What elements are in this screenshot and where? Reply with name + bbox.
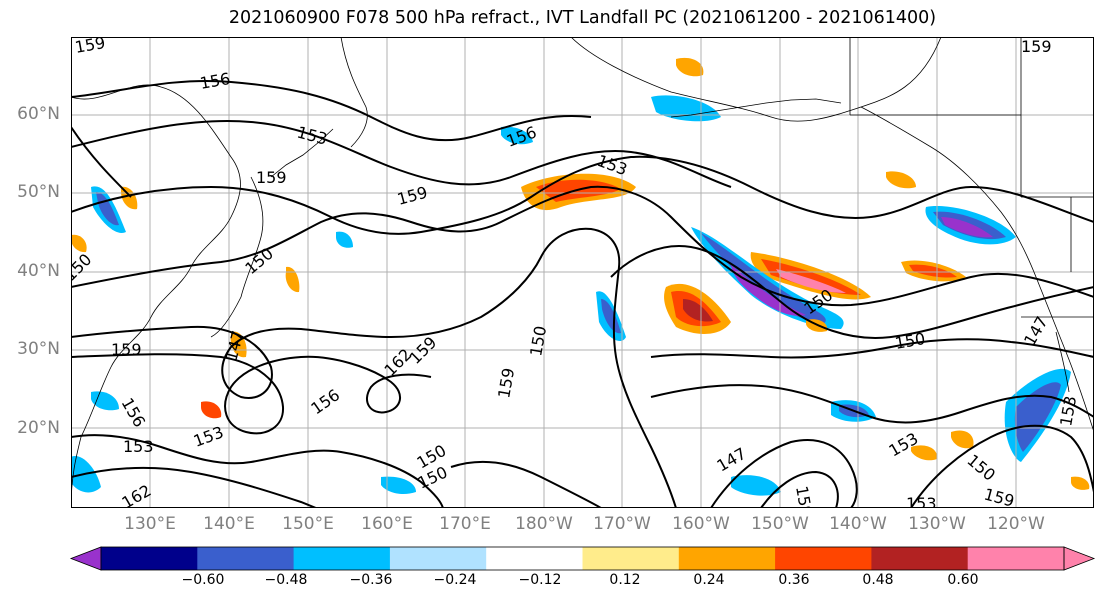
anomaly-patch-positive	[285, 266, 300, 293]
coastline-japan	[210, 176, 264, 338]
contour-label: 159	[73, 37, 106, 57]
coastline-alaska	[570, 37, 942, 122]
lon-label-160w: 160°W	[672, 514, 730, 534]
anomaly-patch-positive	[201, 401, 222, 419]
plot-title: 2021060900 F078 500 hPa refract., IVT La…	[228, 8, 937, 28]
anomaly-patch-negative	[96, 192, 119, 226]
colorbar-segment	[389, 547, 487, 570]
anomaly-patch-negative	[501, 126, 533, 145]
anomaly-patch-negative	[731, 475, 781, 496]
colorbar-arrow-max	[1063, 546, 1096, 571]
contour-label: 159	[256, 168, 287, 187]
lon-label-150e: 150°E	[282, 514, 334, 534]
lat-label-30n: 30°N	[17, 339, 60, 359]
lat-label-40n: 40°N	[17, 261, 60, 281]
contour-label: 159	[982, 485, 1016, 508]
colorbar-segments	[69, 546, 1096, 571]
lon-label-140e: 140°E	[203, 514, 255, 534]
anomaly-patch-positive	[683, 299, 713, 322]
anomaly-patch-positive	[886, 171, 916, 189]
contour-label: 159	[1021, 37, 1052, 56]
lat-label-60n: 60°N	[17, 104, 60, 124]
coastline-kuril	[270, 128, 334, 178]
anomaly-patch-positive	[951, 430, 974, 449]
lon-label-160e: 160°E	[361, 514, 413, 534]
anomaly-patch-positive	[71, 234, 87, 253]
anomaly-patch-negative	[731, 265, 806, 316]
colorbar-segment	[775, 547, 872, 570]
shaded-anomaly-patches	[71, 57, 1090, 496]
colorbar-tick: −0.12	[518, 572, 562, 588]
coastline-na-west	[860, 106, 1094, 433]
contour-label: 159	[111, 340, 142, 359]
anomaly-patch-positive	[676, 57, 704, 77]
contour-label: 153	[123, 437, 154, 456]
map-panel: 159 156 153 159 156 153 159 159 150 147 …	[71, 37, 1094, 508]
anomaly-patch-negative	[941, 217, 993, 238]
lon-label-170e: 170°E	[439, 514, 491, 534]
anomaly-patch-negative	[381, 476, 416, 495]
coastline-aleutians	[670, 98, 842, 118]
lat-label-50n: 50°N	[17, 182, 60, 202]
lat-label-20n: 20°N	[17, 418, 60, 438]
coastline-baja	[1055, 331, 1070, 393]
colorbar-segment	[101, 547, 198, 570]
anomaly-patch-positive	[761, 259, 861, 295]
anomaly-patch-negative	[1014, 382, 1061, 452]
colorbar-segment	[871, 547, 969, 570]
colorbar-arrow-min	[69, 546, 102, 571]
colorbar-tick: −0.48	[264, 572, 308, 588]
lon-label-140w: 140°W	[829, 514, 887, 534]
colorbar-tick: 0.12	[609, 572, 641, 588]
lon-label-180w: 180°W	[515, 514, 573, 534]
coastline-asia	[71, 84, 241, 508]
political-boundaries	[849, 37, 1094, 318]
colorbar-outline	[100, 546, 1065, 571]
colorbar-segment	[582, 547, 680, 570]
colorbar-segment	[293, 547, 391, 570]
lon-label-130e: 130°E	[124, 514, 176, 534]
anomaly-patch-positive	[909, 264, 957, 278]
anomaly-patch-negative	[601, 299, 621, 334]
coastline-kamchatka	[340, 37, 368, 148]
colorbar	[69, 546, 1096, 571]
anomaly-patch-negative	[701, 233, 826, 324]
map-canvas: 159 156 153 159 156 153 159 159 150 147 …	[71, 37, 1094, 508]
colorbar-tick: −0.60	[181, 572, 225, 588]
colorbar-segment	[678, 547, 776, 570]
colorbar-tick: −0.24	[433, 572, 477, 588]
lon-label-170w: 170°W	[593, 514, 651, 534]
anomaly-patch-positive	[776, 269, 846, 293]
colorbar-tick: 0.36	[778, 572, 810, 588]
lon-label-150w: 150°W	[751, 514, 809, 534]
colorbar-segment	[967, 547, 1065, 570]
colorbar-segment	[486, 547, 583, 570]
anomaly-patch-positive	[1071, 476, 1090, 490]
coastlines	[71, 37, 1094, 508]
lon-label-130w: 130°W	[908, 514, 966, 534]
colorbar-tick: −0.36	[349, 572, 393, 588]
anomaly-patch-positive	[911, 445, 938, 461]
contour-lines	[71, 80, 1094, 508]
lon-label-120w: 120°W	[987, 514, 1045, 534]
colorbar-tick: 0.48	[862, 572, 894, 588]
colorbar-segment	[197, 547, 295, 570]
anomaly-patch-negative	[336, 231, 353, 248]
contour-label: 153	[906, 494, 937, 508]
contour-label: 159	[792, 484, 816, 508]
colorbar-tick: 0.24	[693, 572, 725, 588]
colorbar-tick: 0.60	[947, 572, 979, 588]
